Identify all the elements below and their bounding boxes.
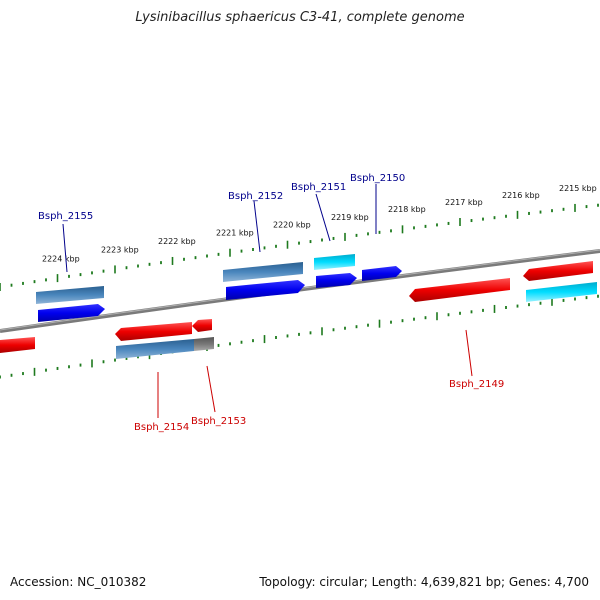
gene-feature-bsph-2155-track[interactable]: [36, 286, 104, 304]
gene-bsph-2149[interactable]: [409, 278, 510, 302]
label-bsph-2152[interactable]: Bsph_2152: [228, 191, 283, 202]
topology-summary: Topology: circular; Length: 4,639,821 bp…: [259, 575, 589, 589]
ruler-label: 2221 kbp: [216, 229, 254, 238]
gene-bsph-2153[interactable]: [192, 319, 212, 332]
label-bsph-2149[interactable]: Bsph_2149: [449, 379, 504, 390]
leader-bsph-2151: [315, 193, 331, 242]
ruler-label: 2216 kbp: [502, 191, 540, 200]
ruler-labels: 2224 kbp 2223 kbp 2222 kbp 2221 kbp 2220 kbp…: [42, 184, 597, 264]
ruler-label: 2215 kbp: [559, 184, 597, 193]
label-bsph-2155[interactable]: Bsph_2155: [38, 211, 93, 222]
gene-feature-bsph-2151-track[interactable]: [314, 254, 355, 270]
gene-feature-bsph-2153-track[interactable]: [194, 337, 214, 351]
ruler-label: 2217 kbp: [445, 198, 483, 207]
leader-bsph-2155: [62, 223, 68, 273]
leader-bsph-2152: [253, 200, 261, 253]
gene-bsph-2151[interactable]: [316, 273, 357, 288]
gene-partial-right[interactable]: [523, 261, 593, 281]
ruler-label: 2223 kbp: [101, 246, 139, 255]
gene-partial-left[interactable]: [0, 337, 35, 353]
label-bsph-2153[interactable]: Bsph_2153: [191, 416, 246, 427]
gene-bsph-2150[interactable]: [362, 266, 402, 281]
map-title: Lysinibacillus sphaericus C3-41, complet…: [135, 10, 465, 25]
gene-feature-bsph-2149-track[interactable]: [526, 282, 597, 302]
label-bsph-2151[interactable]: Bsph_2151: [291, 182, 346, 193]
ruler-label: 2220 kbp: [273, 221, 311, 230]
leader-bsph-2153: [206, 365, 216, 413]
ruler-upper: [0, 203, 599, 291]
accession-text: Accession: NC_010382: [10, 575, 147, 589]
ruler-label: 2219 kbp: [331, 213, 369, 222]
ruler-label: 2218 kbp: [388, 205, 426, 214]
leader-bsph-2149: [465, 329, 473, 377]
label-bsph-2154[interactable]: Bsph_2154: [134, 422, 189, 433]
gene-feature-bsph-2152-track[interactable]: [223, 262, 303, 282]
label-bsph-2150[interactable]: Bsph_2150: [350, 173, 405, 184]
gene-bsph-2154[interactable]: [115, 322, 192, 341]
gene-feature-bsph-2154-track[interactable]: [116, 339, 194, 359]
gene-bsph-2155[interactable]: [38, 304, 105, 322]
ruler-label: 2222 kbp: [158, 237, 196, 246]
gene-bsph-2152[interactable]: [226, 280, 305, 300]
ruler-label: 2224 kbp: [42, 254, 80, 263]
